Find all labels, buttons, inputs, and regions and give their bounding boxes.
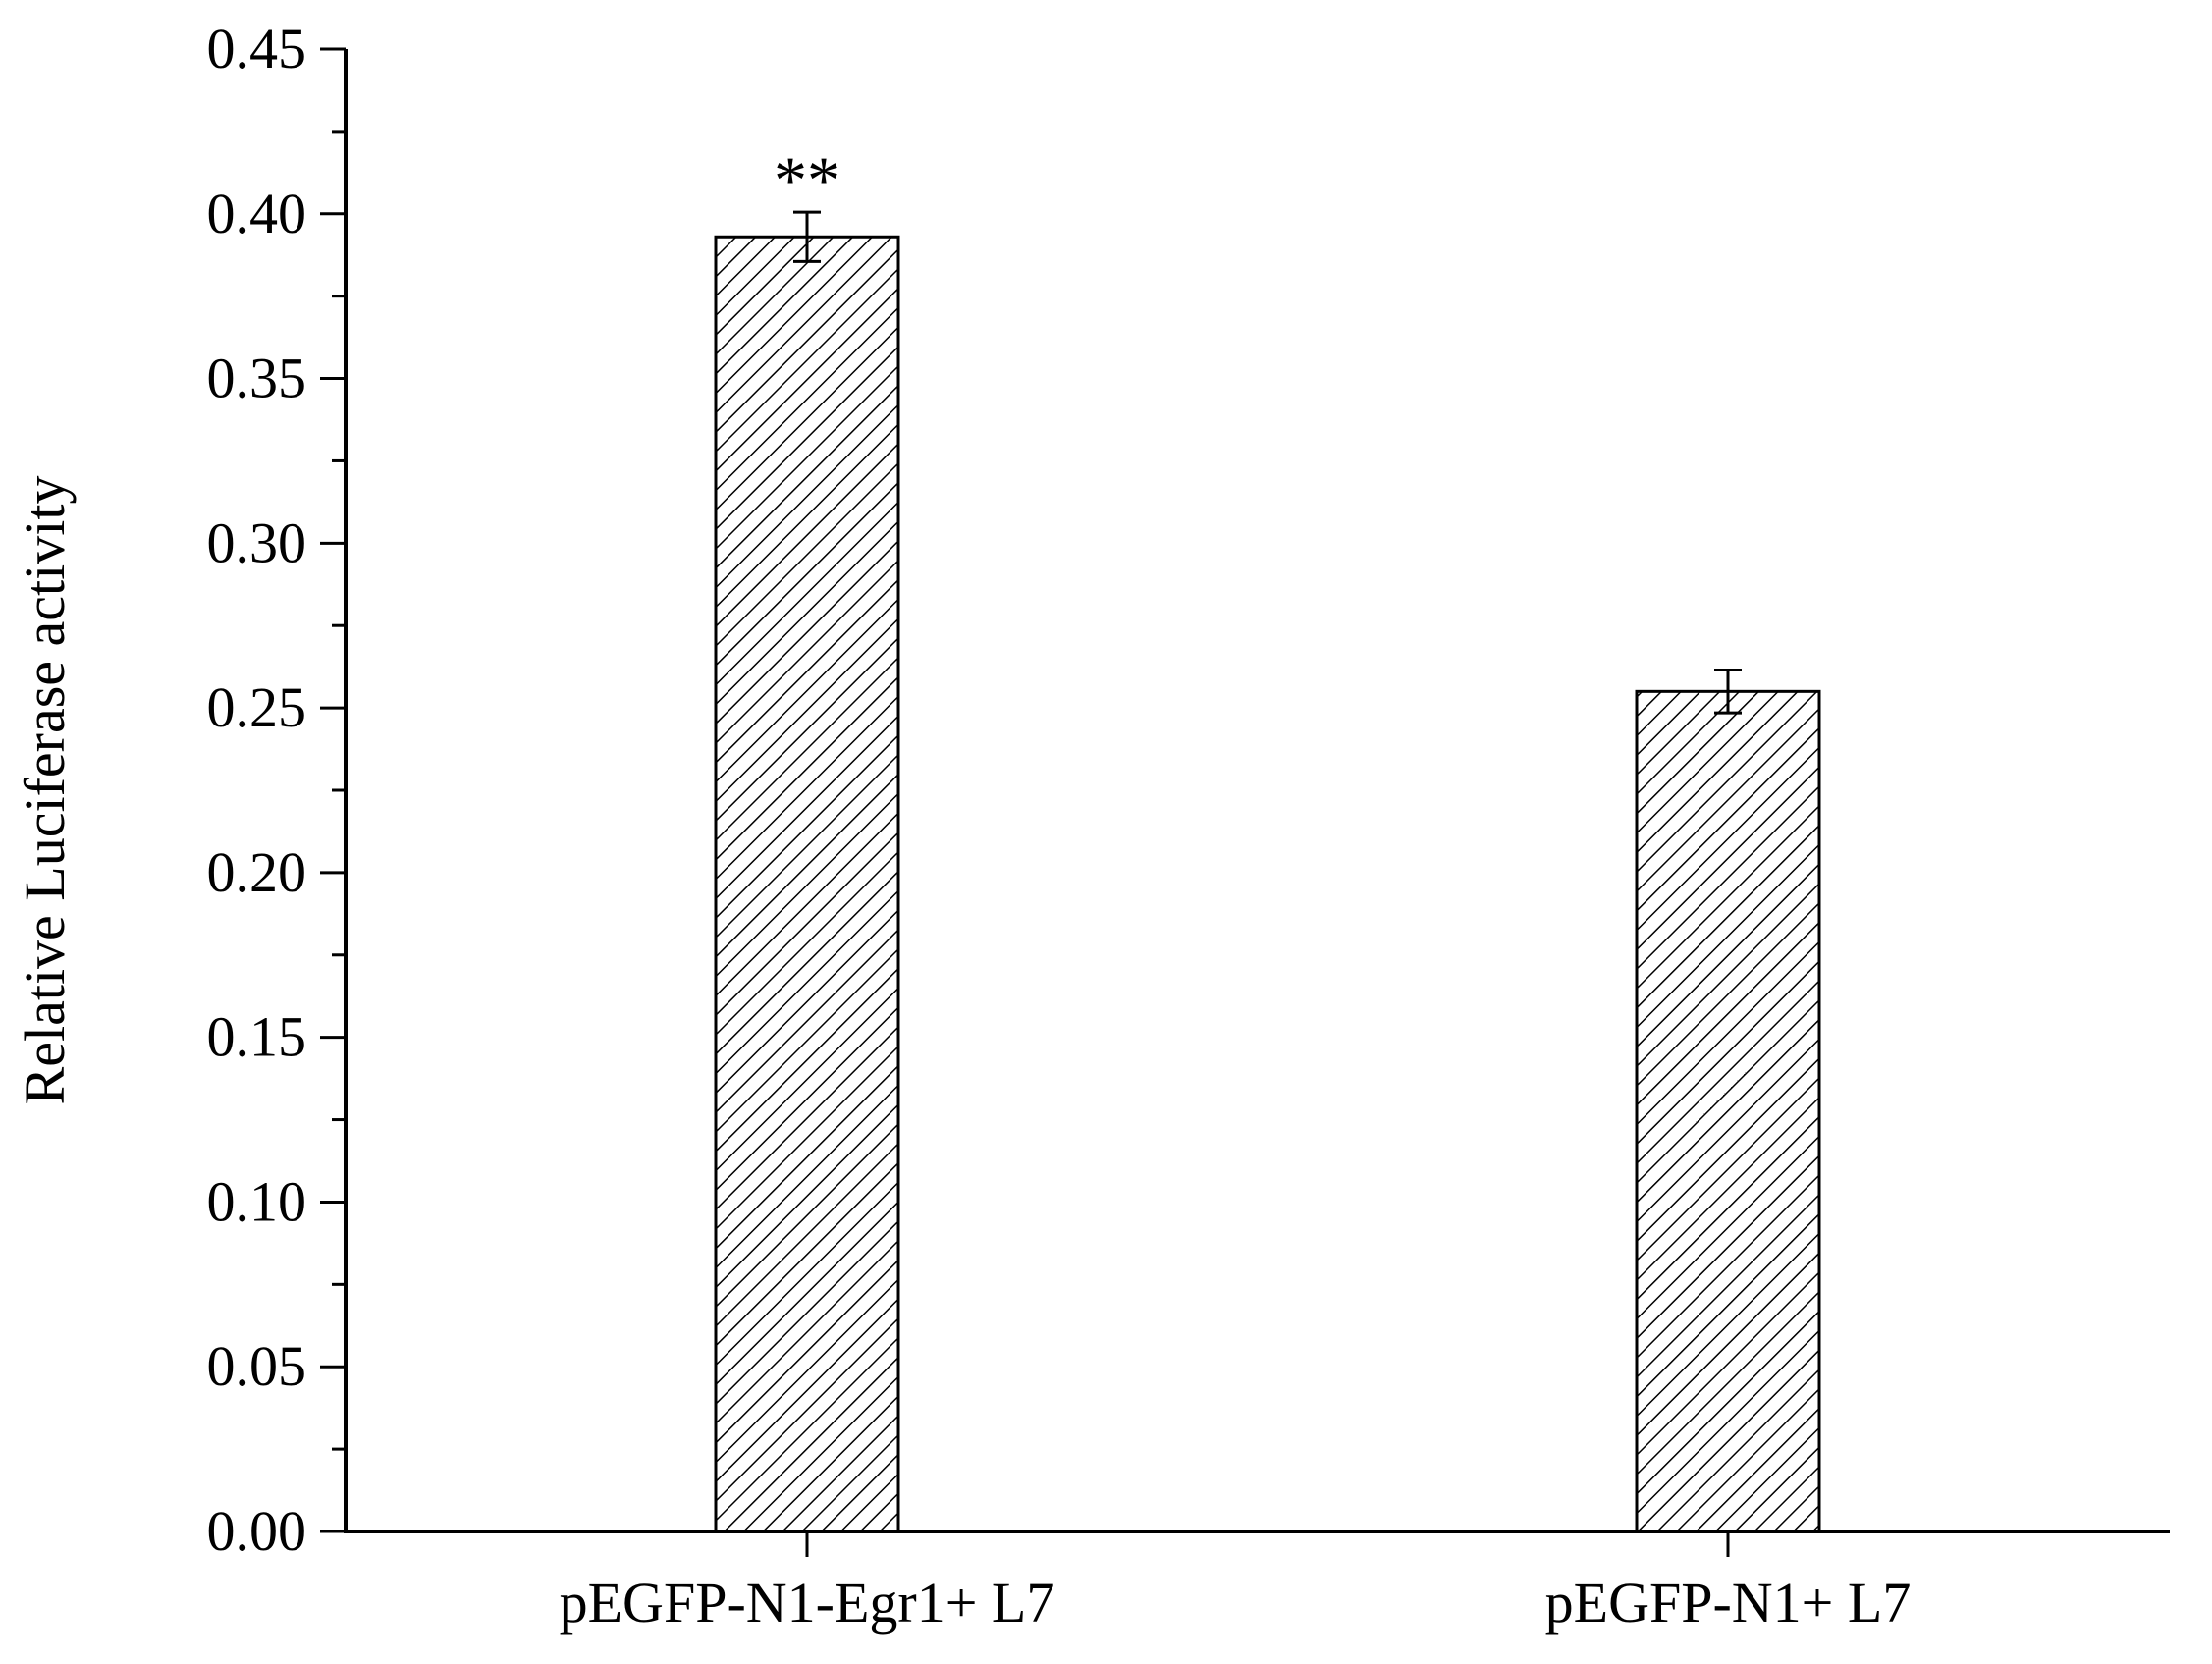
- significance-annotation: **: [774, 142, 840, 217]
- y-tick-label: 0.35: [207, 347, 307, 410]
- y-tick-label: 0.00: [207, 1499, 307, 1563]
- y-tick-label: 0.20: [207, 840, 307, 904]
- y-tick-label: 0.15: [207, 1005, 307, 1069]
- y-tick-label: 0.25: [207, 675, 307, 739]
- x-category-label: pEGFP-N1-Egr1+ L7: [560, 1571, 1055, 1635]
- bar-1: [714, 235, 900, 1533]
- y-tick-label: 0.45: [207, 17, 307, 81]
- y-axis-title: Relative Luciferase activity: [13, 476, 77, 1105]
- bar-2: [1635, 689, 1821, 1533]
- y-tick-label: 0.10: [207, 1169, 307, 1233]
- y-tick-label: 0.40: [207, 182, 307, 245]
- y-tick-label: 0.30: [207, 510, 307, 574]
- y-tick-label: 0.05: [207, 1334, 307, 1398]
- x-category-label: pEGFP-N1+ L7: [1545, 1571, 1912, 1635]
